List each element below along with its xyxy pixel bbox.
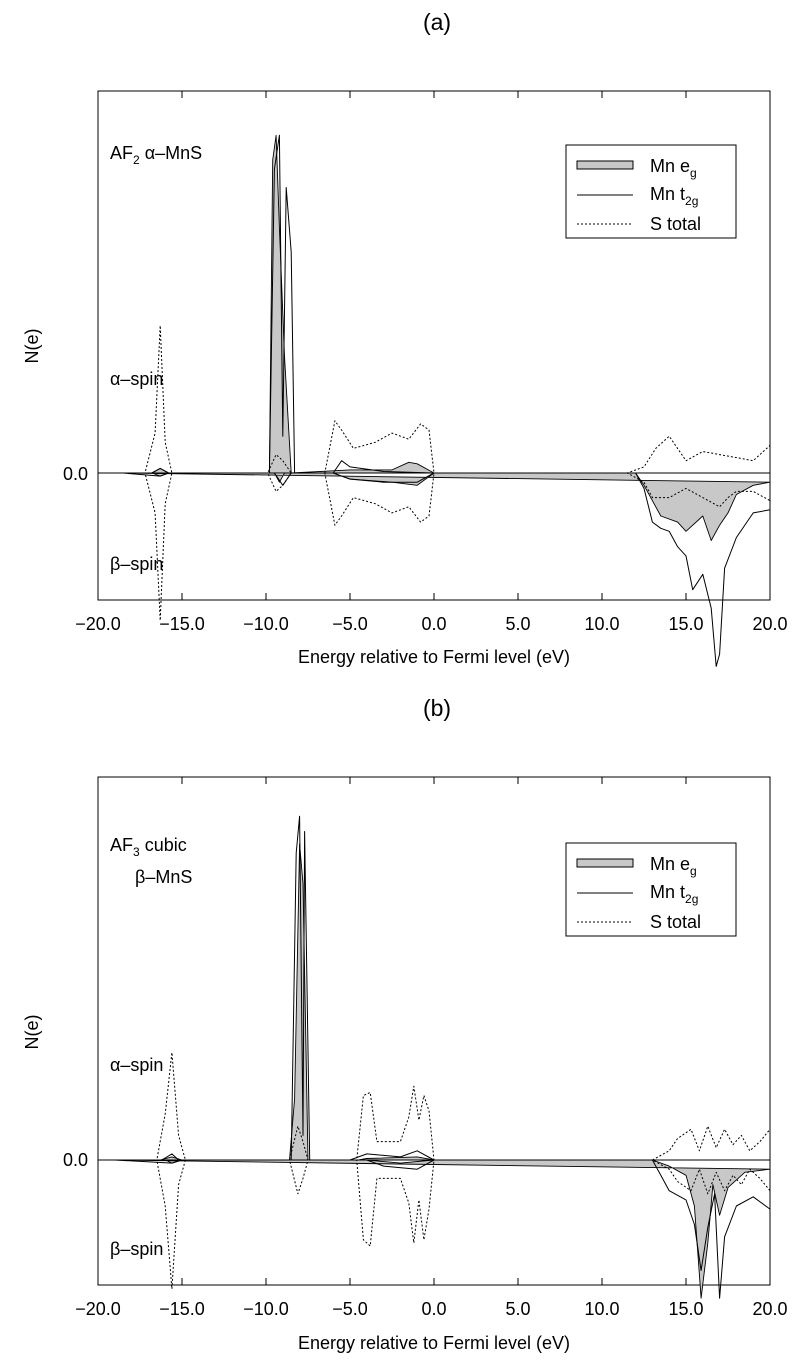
- panel-a-xticks: −20.0 −15.0 −10.0 −5.0 0.0 5.0 10.0 15.0 20.0: [75, 91, 788, 634]
- panel-b-alpha-spin-label: α–spin: [110, 1055, 163, 1075]
- panel-b: (b) AF3 cubic β–MnS α–spin β–spin 0.0 N(…: [22, 695, 788, 1353]
- panel-a-xtick-label: −20.0: [75, 614, 121, 634]
- panel-a-legend-eg-swatch: [576, 160, 634, 170]
- panel-b-xticks: −20.0 −15.0 −10.0 −5.0 0.0 5.0 10.0 15.0 20.0: [75, 777, 788, 1319]
- panel-a-plot-area: [98, 134, 771, 667]
- panel-b-ytick-zero: 0.0: [63, 1150, 88, 1170]
- panel-b-xtick-label: 15.0: [668, 1299, 703, 1319]
- panel-b-xtick-label: 5.0: [505, 1299, 530, 1319]
- panel-a-legend-s-text: S total: [650, 214, 701, 234]
- panel-a-xtick-label: 10.0: [584, 614, 619, 634]
- panel-a-beta-spin-label: β–spin: [110, 554, 163, 574]
- panel-b-series-s-total-up: [114, 1052, 771, 1161]
- panel-b-series-s-total-down: [114, 1159, 771, 1290]
- panel-b-xtick-label: 10.0: [584, 1299, 619, 1319]
- panel-b-xtick-label: −10.0: [243, 1299, 289, 1319]
- panel-b-beta-spin-label: β–spin: [110, 1239, 163, 1259]
- panel-b-legend-eg-swatch: [576, 858, 634, 868]
- panel-b-series-mn-t-2g-up: [114, 815, 770, 1161]
- panel-b-xtick-label: 0.0: [421, 1299, 446, 1319]
- panel-b-xlabel: Energy relative to Fermi level (eV): [298, 1333, 570, 1353]
- panel-b-legend-t2g-text: Mn t2g: [650, 882, 698, 906]
- panel-b-label: (b): [423, 695, 451, 721]
- panel-a-ylabel: N(e): [22, 329, 42, 364]
- panel-a-legend: Mn eg Mn t2g S total: [565, 144, 737, 239]
- panel-a-xtick-label: 15.0: [668, 614, 703, 634]
- panel-b-xtick-label: 20.0: [752, 1299, 787, 1319]
- panel-b-xtick-label: −15.0: [159, 1299, 205, 1319]
- panel-a-xlabel: Energy relative to Fermi level (eV): [298, 647, 570, 667]
- panel-a-series-mn-t-2g-up: [123, 134, 770, 474]
- panel-b-xtick-label: −20.0: [75, 1299, 121, 1319]
- panel-a-system-label: AF2 α–MnS: [110, 143, 202, 167]
- panel-a-alpha-spin-label: α–spin: [110, 369, 163, 389]
- panel-a-series-mn-e-g-down: [122, 472, 771, 541]
- panel-a: (a) AF2 α–MnS α–spin β–spin 0.0 N(e) −20…: [22, 9, 788, 667]
- panel-b-legend-eg-text: Mn eg: [650, 854, 697, 878]
- panel-b-legend: Mn eg Mn t2g S total: [565, 842, 737, 937]
- panel-a-series-s-total-up: [123, 325, 771, 474]
- panel-b-system-label: AF3 cubic: [110, 835, 187, 859]
- panel-b-series-mn-t-2g-down: [114, 1159, 771, 1299]
- panel-a-ytick-zero: 0.0: [63, 464, 88, 484]
- panel-a-xtick-label: −5.0: [332, 614, 368, 634]
- panel-a-xtick-label: 20.0: [752, 614, 787, 634]
- panel-a-xtick-label: 0.0: [421, 614, 446, 634]
- panel-a-series-s-total-down: [123, 472, 771, 621]
- panel-b-ylabel: N(e): [22, 1015, 42, 1050]
- panel-a-xtick-label: −10.0: [243, 614, 289, 634]
- panel-a-legend-t2g-text: Mn t2g: [650, 184, 698, 208]
- panel-a-legend-eg-text: Mn eg: [650, 156, 697, 180]
- panel-b-plot-area: [98, 815, 771, 1299]
- panel-a-label: (a): [423, 9, 451, 35]
- panel-a-xtick-label: 5.0: [505, 614, 530, 634]
- panel-a-xtick-label: −15.0: [159, 614, 205, 634]
- panel-b-series-mn-e-g-down: [114, 1159, 771, 1299]
- panel-b-xtick-label: −5.0: [332, 1299, 368, 1319]
- panel-b-legend-s-text: S total: [650, 912, 701, 932]
- panel-b-system-label-line2: β–MnS: [135, 867, 192, 887]
